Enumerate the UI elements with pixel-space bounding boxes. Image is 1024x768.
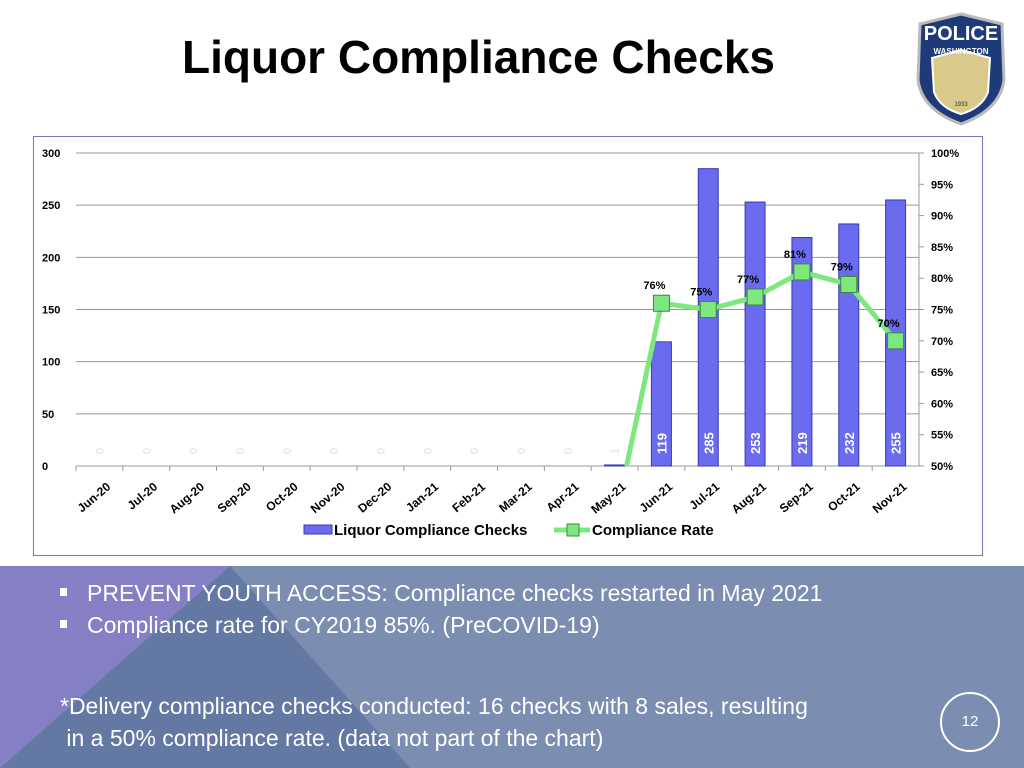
footer-decoration xyxy=(0,566,410,768)
y-left-tick-label: 100 xyxy=(42,357,60,369)
x-tick-label: Jul-20 xyxy=(125,479,161,512)
x-tick-label: May-21 xyxy=(588,479,628,516)
y-right-tick-label: 55% xyxy=(931,430,953,442)
bullet-text: PREVENT YOUTH ACCESS: Compliance checks … xyxy=(87,580,823,606)
y-right-tick-label: 60% xyxy=(931,398,953,410)
x-tick-label: Aug-21 xyxy=(729,479,769,516)
rate-data-label: 75% xyxy=(690,287,712,299)
rate-marker xyxy=(699,301,717,318)
svg-text:WASHINGTON: WASHINGTON xyxy=(934,47,989,56)
rate-data-label: 76% xyxy=(643,280,665,292)
x-tick-label: Aug-20 xyxy=(167,479,207,516)
note-line: *Delivery compliance checks conducted: 1… xyxy=(60,693,808,719)
bullet-item: PREVENT YOUTH ACCESS: Compliance checks … xyxy=(60,580,822,607)
y-right-tick-label: 95% xyxy=(931,179,953,191)
bar-data-label: 219 xyxy=(795,432,810,454)
bar-data-label: 0 xyxy=(516,448,528,454)
legend-label: Compliance Rate xyxy=(592,522,714,539)
footer-panel: PREVENT YOUTH ACCESS: Compliance checks … xyxy=(0,566,1024,768)
bar xyxy=(604,464,626,467)
x-tick-label: Oct-20 xyxy=(263,479,301,514)
rate-marker xyxy=(840,275,858,293)
bar-data-label: 253 xyxy=(748,432,763,454)
rate-data-label: 70% xyxy=(878,318,900,330)
svg-text:POLICE: POLICE xyxy=(924,23,998,45)
x-tick-label: Jun-21 xyxy=(637,479,676,515)
page-title: Liquor Compliance Checks xyxy=(182,31,776,83)
bar xyxy=(650,341,672,467)
rate-marker xyxy=(793,263,811,281)
bar xyxy=(791,237,813,467)
x-tick-label: Feb-21 xyxy=(449,479,488,515)
bar-data-label: 1 xyxy=(610,448,622,454)
y-right-tick-label: 80% xyxy=(931,273,953,285)
bar-data-label: 0 xyxy=(235,448,247,454)
bar-data-label: 255 xyxy=(889,432,904,454)
rate-marker xyxy=(887,332,905,350)
rate-data-label: 77% xyxy=(737,274,759,286)
bar-data-label: 119 xyxy=(654,433,669,454)
y-left-tick-label: 250 xyxy=(42,200,60,212)
note-line: in a 50% compliance rate. (data not part… xyxy=(60,725,604,751)
bar xyxy=(744,201,766,467)
x-tick-label: Jan-21 xyxy=(403,479,441,514)
x-tick-label: Sep-20 xyxy=(215,479,254,515)
bar-data-label: 0 xyxy=(141,448,153,454)
delivery-note: *Delivery compliance checks conducted: 1… xyxy=(60,690,808,754)
y-right-tick-label: 100% xyxy=(931,148,959,160)
x-tick-label: Apr-21 xyxy=(544,479,582,514)
page-number: 12 xyxy=(940,692,1000,752)
y-right-tick-label: 90% xyxy=(931,211,953,223)
x-tick-label: Sep-21 xyxy=(777,479,816,515)
y-right-tick-label: 65% xyxy=(931,367,953,379)
compliance-chart: 05010015020025030050%55%60%65%70%75%80%8… xyxy=(42,148,959,539)
bar-data-label: 232 xyxy=(842,432,857,454)
y-right-tick-label: 75% xyxy=(931,305,953,317)
y-left-tick-label: 0 xyxy=(42,461,48,473)
bar-data-label: 285 xyxy=(701,432,716,454)
x-tick-label: Oct-21 xyxy=(825,479,863,514)
svg-text:1933: 1933 xyxy=(954,102,968,108)
legend-bar-swatch xyxy=(303,524,333,535)
rate-marker xyxy=(652,294,670,312)
bar-data-label: 0 xyxy=(469,448,481,454)
y-left-tick-label: 150 xyxy=(42,305,60,317)
bar xyxy=(838,223,860,467)
y-left-tick-label: 200 xyxy=(42,252,60,264)
rate-data-label: 79% xyxy=(831,261,853,273)
rate-data-label: 81% xyxy=(784,249,806,261)
bar-data-label: 0 xyxy=(375,448,387,454)
y-right-tick-label: 50% xyxy=(931,461,953,473)
legend-marker-swatch xyxy=(566,523,580,537)
bar-data-label: 0 xyxy=(422,448,434,454)
bullet-text: Compliance rate for CY2019 85%. (PreCOVI… xyxy=(87,612,600,638)
legend-label: Liquor Compliance Checks xyxy=(334,522,527,539)
x-tick-label: Jul-21 xyxy=(687,479,723,512)
y-left-tick-label: 300 xyxy=(42,148,60,160)
y-right-tick-label: 70% xyxy=(931,336,953,348)
y-right-tick-label: 85% xyxy=(931,242,953,254)
bar-data-label: 0 xyxy=(94,448,106,454)
bar-data-label: 0 xyxy=(329,448,341,454)
bullet-item: Compliance rate for CY2019 85%. (PreCOVI… xyxy=(60,612,600,639)
x-tick-label: Nov-20 xyxy=(308,479,348,516)
bar-data-label: 0 xyxy=(563,448,575,454)
bar-data-label: 0 xyxy=(282,448,294,454)
bar-data-label: 0 xyxy=(188,448,200,454)
y-left-tick-label: 50 xyxy=(42,409,54,421)
x-tick-label: Jun-20 xyxy=(75,479,114,515)
x-tick-label: Dec-20 xyxy=(355,479,394,515)
x-tick-label: Mar-21 xyxy=(496,479,535,515)
rate-marker xyxy=(746,288,764,306)
police-badge-logo: POLICE WASHINGTON 1933 xyxy=(916,12,1006,126)
x-tick-label: Nov-21 xyxy=(870,479,910,516)
chart-container: 0 50 100 150 200 250 300 50% 55% 60% 65% 70% 75% 80% 8… xyxy=(33,136,983,556)
